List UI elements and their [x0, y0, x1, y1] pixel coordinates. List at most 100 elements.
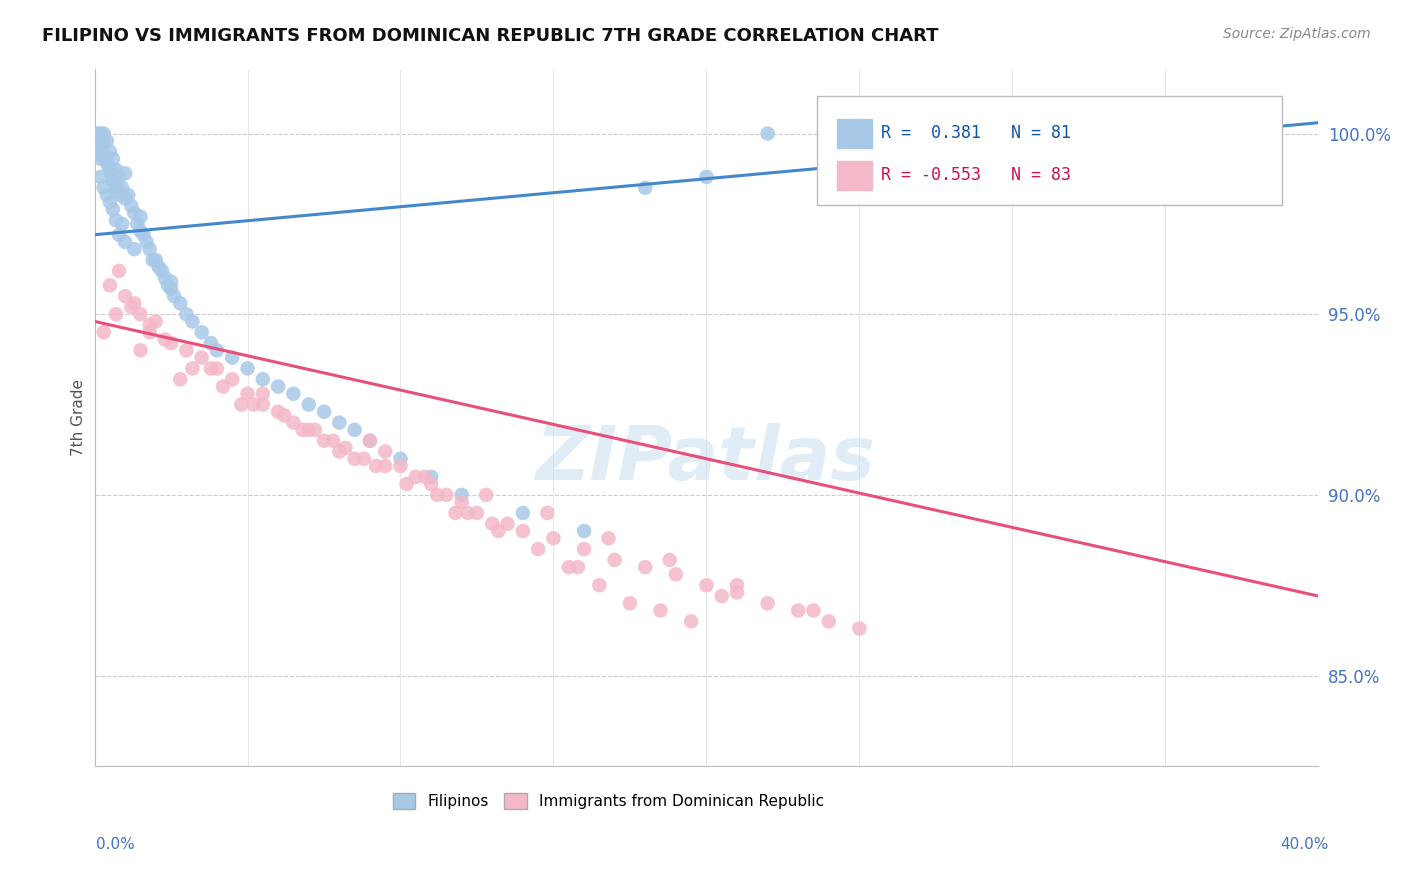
- Point: [138, 318, 160, 332]
- Point: [359, 434, 381, 448]
- Point: [156, 278, 179, 293]
- Point: [117, 188, 139, 202]
- Point: [756, 596, 779, 610]
- Point: [94, 152, 117, 166]
- Point: [129, 307, 152, 321]
- Point: [93, 180, 115, 194]
- Point: [236, 361, 259, 376]
- Point: [132, 227, 155, 242]
- Point: [90, 169, 112, 184]
- Point: [803, 603, 825, 617]
- Point: [450, 495, 472, 509]
- Point: [475, 488, 498, 502]
- Point: [129, 343, 152, 358]
- Text: R = -0.553   N = 83: R = -0.553 N = 83: [882, 166, 1071, 185]
- Point: [90, 141, 112, 155]
- Point: [101, 173, 124, 187]
- Point: [603, 553, 626, 567]
- Point: [104, 307, 127, 321]
- Point: [364, 458, 387, 473]
- FancyBboxPatch shape: [817, 96, 1281, 204]
- Point: [221, 372, 243, 386]
- Point: [444, 506, 467, 520]
- Point: [114, 192, 136, 206]
- Point: [96, 188, 118, 202]
- Point: [619, 596, 641, 610]
- Point: [588, 578, 610, 592]
- Point: [145, 253, 167, 268]
- Point: [114, 289, 136, 303]
- Point: [389, 458, 412, 473]
- Point: [150, 264, 173, 278]
- Point: [335, 441, 357, 455]
- Point: [231, 398, 253, 412]
- Point: [420, 477, 443, 491]
- Y-axis label: 7th Grade: 7th Grade: [72, 379, 86, 456]
- Point: [138, 326, 160, 340]
- Point: [101, 152, 124, 166]
- Point: [695, 578, 717, 592]
- Point: [328, 444, 350, 458]
- Point: [176, 343, 198, 358]
- Point: [536, 506, 558, 520]
- Point: [181, 314, 204, 328]
- Point: [353, 451, 375, 466]
- Point: [163, 289, 186, 303]
- Text: 40.0%: 40.0%: [1281, 838, 1329, 852]
- Point: [267, 405, 290, 419]
- Point: [298, 423, 321, 437]
- Point: [512, 506, 534, 520]
- Point: [848, 622, 870, 636]
- Point: [598, 531, 620, 545]
- Point: [405, 470, 427, 484]
- Text: R =  0.381   N = 81: R = 0.381 N = 81: [882, 124, 1071, 143]
- Point: [252, 386, 274, 401]
- Point: [665, 567, 688, 582]
- Point: [93, 137, 115, 152]
- Point: [298, 398, 321, 412]
- Point: [200, 361, 222, 376]
- Point: [96, 155, 118, 169]
- Point: [650, 603, 672, 617]
- Point: [634, 180, 657, 194]
- Point: [328, 416, 350, 430]
- Point: [98, 278, 121, 293]
- Point: [312, 405, 335, 419]
- Point: [103, 173, 125, 187]
- Point: [267, 379, 290, 393]
- Legend: Filipinos, Immigrants from Dominican Republic: Filipinos, Immigrants from Dominican Rep…: [387, 788, 831, 815]
- Point: [558, 560, 581, 574]
- Point: [153, 271, 176, 285]
- Point: [98, 145, 121, 159]
- Point: [572, 542, 595, 557]
- Point: [374, 444, 396, 458]
- Point: [420, 470, 443, 484]
- Point: [169, 296, 191, 310]
- Point: [756, 127, 779, 141]
- Text: Source: ZipAtlas.com: Source: ZipAtlas.com: [1223, 27, 1371, 41]
- Point: [681, 615, 703, 629]
- Point: [101, 202, 124, 217]
- Point: [312, 434, 335, 448]
- Point: [86, 145, 108, 159]
- Point: [86, 134, 108, 148]
- Point: [160, 336, 183, 351]
- Point: [96, 134, 118, 148]
- Text: ZIPatlas: ZIPatlas: [537, 423, 876, 496]
- Point: [221, 351, 243, 365]
- Point: [120, 199, 142, 213]
- Point: [817, 615, 839, 629]
- Point: [153, 333, 176, 347]
- Point: [110, 188, 132, 202]
- Point: [283, 386, 305, 401]
- Point: [111, 217, 134, 231]
- Point: [273, 409, 295, 423]
- Point: [124, 296, 146, 310]
- Point: [93, 148, 115, 162]
- Point: [181, 361, 204, 376]
- Point: [129, 210, 152, 224]
- Point: [434, 488, 457, 502]
- Point: [426, 488, 449, 502]
- Point: [481, 516, 503, 531]
- Point: [108, 264, 131, 278]
